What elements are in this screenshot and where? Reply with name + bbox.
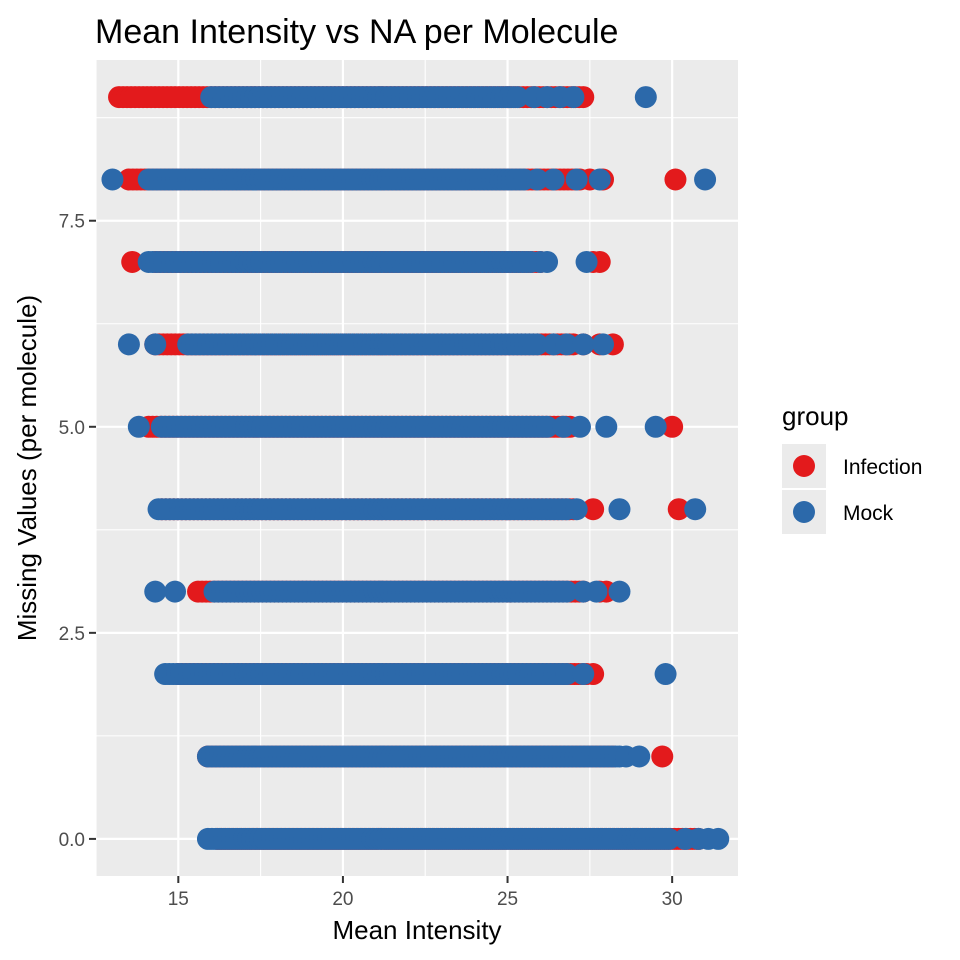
point-mock [147,498,170,521]
chart-title: Mean Intensity vs NA per Molecule [95,13,618,51]
x-tick-label: 25 [497,889,518,910]
x-axis-title: Mean Intensity [332,915,501,945]
point-mock [572,663,595,686]
point-mock [506,86,529,109]
point-mock [117,333,140,356]
point-mock [144,580,167,603]
y-tick-label: 5.0 [59,418,85,439]
point-mock [628,745,651,768]
legend-label-mock: Mock [843,502,894,525]
legend-title: group [782,401,849,431]
data-points [101,86,730,850]
legend-dot-mock [793,501,815,523]
point-mock [608,580,631,603]
point-mock [588,168,611,191]
point-mock [526,168,549,191]
point-mock [694,168,717,191]
point-mock [555,580,578,603]
x-tick-label: 20 [332,889,353,910]
point-mock [101,168,124,191]
point-mock [572,333,595,356]
point-mock [565,168,588,191]
point-mock [592,333,615,356]
point-mock [555,333,578,356]
minor-gridlines [95,60,738,876]
legend-label-infection: Infection [843,456,922,479]
point-mock [585,580,608,603]
point-mock [608,498,631,521]
point-mock [565,498,588,521]
legend: group Infection Mock [782,401,922,534]
point-infection [661,415,684,438]
point-mock [707,827,730,850]
plot-panel [96,60,738,876]
series-mock [101,86,730,850]
y-tick-label: 0.0 [59,830,85,851]
point-mock [595,415,618,438]
point-mock [684,498,707,521]
point-mock [575,250,598,273]
point-mock [654,663,677,686]
point-mock [164,580,187,603]
x-axis: 15 20 25 30 [168,876,683,910]
y-axis: 0.0 2.5 5.0 7.5 [59,212,96,851]
point-mock [555,663,578,686]
point-infection [667,498,690,521]
point-mock [552,415,575,438]
point-infection [651,745,674,768]
legend-dot-infection [793,455,815,477]
y-tick-label: 7.5 [59,212,85,233]
point-mock [127,415,150,438]
point-mock [568,415,591,438]
point-mock [144,333,167,356]
point-mock [536,415,559,438]
point-mock [634,86,657,109]
point-infection [121,250,144,273]
point-mock [542,168,565,191]
y-axis-title: Missing Values (per molecule) [12,295,42,641]
point-mock [562,86,585,109]
y-tick-label: 2.5 [59,624,85,645]
point-mock [536,250,559,273]
point-mock [644,415,667,438]
point-mock [526,333,549,356]
point-mock [657,827,680,850]
point-infection [582,498,605,521]
x-tick-label: 30 [662,889,683,910]
point-infection [664,168,687,191]
x-tick-label: 15 [168,889,189,910]
